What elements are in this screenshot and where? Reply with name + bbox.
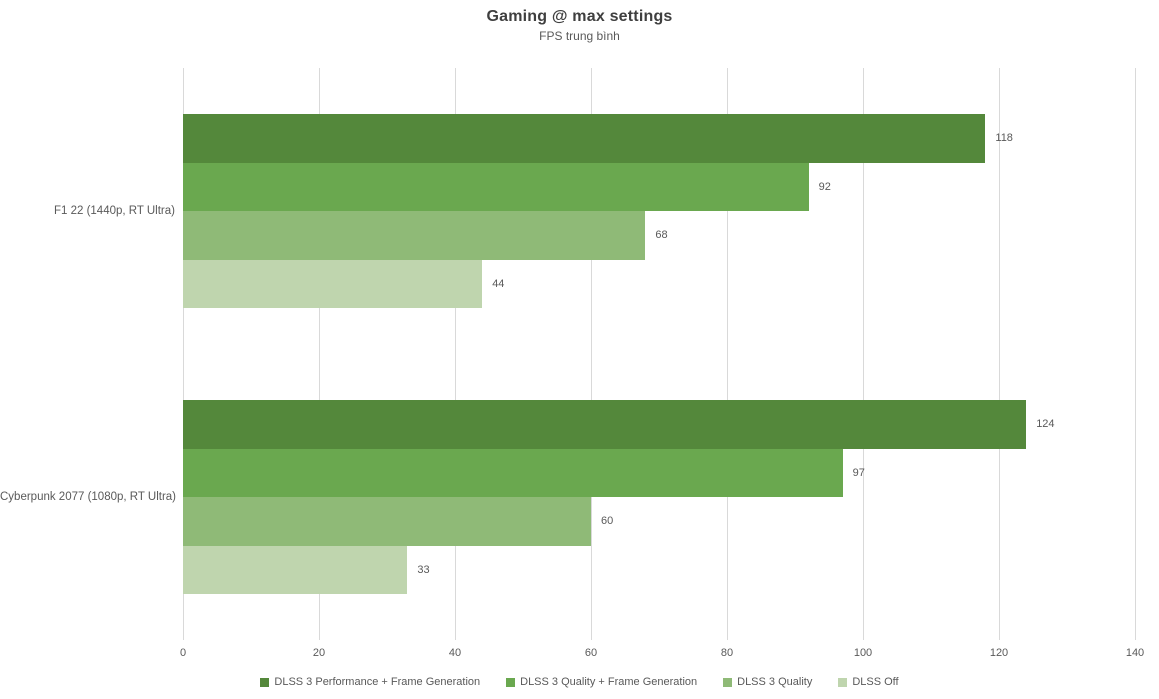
- bar: [183, 545, 408, 594]
- gridline: [455, 68, 456, 640]
- chart-title: Gaming @ max settings: [486, 8, 673, 25]
- legend-label: DLSS 3 Quality + Frame Generation: [520, 676, 698, 688]
- bar: [183, 448, 843, 497]
- gridline: [591, 68, 592, 640]
- legend-item: DLSS Off: [838, 676, 899, 688]
- legend-label: DLSS Off: [852, 676, 899, 688]
- tick-label: 0: [179, 647, 187, 659]
- category-label: F1 22 (1440p, RT Ultra): [53, 205, 175, 217]
- bar: [183, 497, 591, 546]
- value-label: 97: [852, 466, 865, 479]
- legend-item: DLSS 3 Quality: [723, 676, 812, 688]
- gridline: [999, 68, 1000, 640]
- legend: DLSS 3 Performance + Frame Generation DLS…: [0, 676, 1159, 688]
- legend-swatch-icon: [506, 677, 516, 687]
- value-label: 92: [818, 180, 831, 193]
- legend-label: DLSS 3 Performance + Frame Generation: [274, 676, 481, 688]
- chart-subtitle: FPS trung bình: [539, 29, 620, 43]
- tick-label: 80: [720, 647, 734, 659]
- chart-header: Gaming @ max settings FPS trung bình: [0, 8, 1159, 43]
- gridline: [183, 68, 184, 640]
- legend-item: DLSS 3 Quality + Frame Generation: [506, 676, 697, 688]
- value-label: 124: [1036, 418, 1055, 431]
- gridline: [863, 68, 864, 640]
- legend-swatch-icon: [838, 677, 848, 687]
- tick-label: 100: [853, 647, 873, 659]
- tick-label: 60: [584, 647, 598, 659]
- gridline: [319, 68, 320, 640]
- tick-label: 140: [1125, 647, 1145, 659]
- legend-label: DLSS 3 Quality: [737, 676, 813, 688]
- gridline: [727, 68, 728, 640]
- value-label: 118: [995, 132, 1013, 145]
- value-label: 60: [601, 515, 614, 528]
- bar: [183, 259, 483, 308]
- tick-label: 120: [989, 647, 1009, 659]
- value-label: 68: [655, 229, 668, 242]
- value-label: 44: [492, 277, 505, 290]
- bar: [183, 211, 646, 260]
- value-label: 33: [417, 563, 430, 576]
- bar: [183, 400, 1027, 449]
- legend-swatch-icon: [260, 677, 270, 687]
- category-label: Cyberpunk 2077 (1080p, RT Ultra): [0, 491, 177, 503]
- legend-swatch-icon: [723, 677, 733, 687]
- bar: [183, 162, 809, 211]
- gridline: [1135, 68, 1136, 640]
- tick-label: 40: [448, 647, 462, 659]
- bar: [183, 114, 986, 163]
- tick-label: 20: [312, 647, 326, 659]
- legend-item: DLSS 3 Performance + Frame Generation: [260, 676, 480, 688]
